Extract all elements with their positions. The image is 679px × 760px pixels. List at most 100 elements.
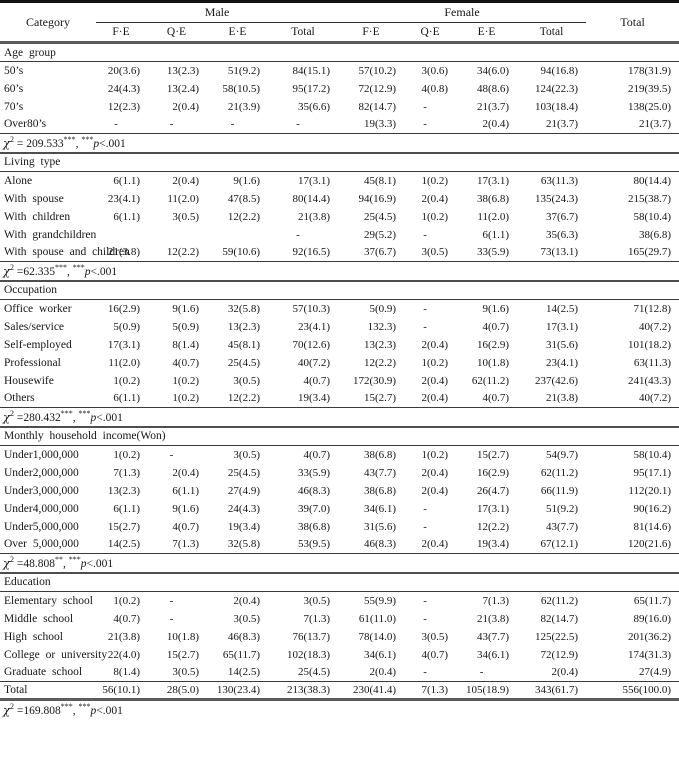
data-cell: 11(2.0) <box>108 356 140 369</box>
data-cell: 84(15.1) <box>292 64 331 77</box>
data-cell: 2(0.4) <box>482 118 510 131</box>
row-label: High school <box>4 630 63 643</box>
data-cell: 23(4.1) <box>545 356 579 369</box>
data-cell: 10(1.8) <box>476 356 510 369</box>
data-cell: 12(2.3) <box>107 100 140 113</box>
row-label: Self-employed <box>4 338 72 351</box>
data-cell: 13(2.3) <box>107 484 140 497</box>
data-cell: 4(0.7) <box>303 448 331 461</box>
section-title: Age group <box>0 42 679 62</box>
data-cell: 178(31.9) <box>627 64 672 77</box>
data-cell: 37(6.7) <box>545 210 579 223</box>
data-cell: 7(1.3) <box>172 538 199 551</box>
data-cell: 4(0.7) <box>172 356 199 369</box>
demographics-table: Category Male Female Total F·E Q·E E·E T… <box>0 0 679 719</box>
data-cell: - <box>169 448 174 461</box>
data-cell: 71(12.8) <box>633 302 672 315</box>
data-cell: 2(0.4) <box>172 466 199 479</box>
data-cell: 66(11.9) <box>540 484 579 497</box>
data-cell: 62(11.2) <box>471 374 510 387</box>
table-row: Under4,000,000 6(1.1) 9(1.6) 24(4.3) 39(7.0)… <box>0 500 679 518</box>
data-cell: 1(0.2) <box>421 448 449 461</box>
data-cell: 21(3.8) <box>545 392 579 405</box>
data-cell: 135(24.3) <box>534 192 579 205</box>
data-cell: 4(0.7) <box>113 612 140 625</box>
table-row: Under5,000,000 15(2.7) 4(0.7) 19(3.4) 38(6.8… <box>0 518 679 536</box>
data-cell: 58(10.4) <box>633 210 672 223</box>
data-cell: 80(14.4) <box>633 174 672 187</box>
section-header-row: Age group <box>0 42 679 62</box>
data-cell: 13(2.3) <box>227 320 260 333</box>
data-cell: 90(16.2) <box>633 502 672 515</box>
data-cell: 2(0.4) <box>421 338 449 351</box>
data-cell: 3(0.6) <box>421 64 449 77</box>
data-cell: 21(3.7) <box>545 118 579 131</box>
data-cell: 4(0.7) <box>303 374 331 387</box>
data-cell: 105(18.9) <box>456 681 518 700</box>
data-cell: 56(10.1) <box>96 681 146 700</box>
data-cell: 11(2.0) <box>167 192 199 205</box>
row-label: Housewife <box>4 374 54 387</box>
data-cell: 213(38.3) <box>268 681 339 700</box>
chi-square-note: χ2 =48.808**, ***p<.001 <box>0 553 679 574</box>
p-significance-stars: *** <box>78 701 91 711</box>
data-cell: 48(8.6) <box>476 82 510 95</box>
data-cell: 19(3.3) <box>363 118 397 131</box>
data-cell: 21(3.7) <box>476 100 510 113</box>
data-cell: 1(0.2) <box>172 374 199 387</box>
row-label: Under4,000,000 <box>4 502 79 515</box>
data-cell: 35(6.3) <box>545 228 579 241</box>
chi-square-row: χ2 =62.335***, ***p<.001 <box>0 261 679 282</box>
chi-value: =48.808 <box>13 557 55 570</box>
data-cell: 43(7.7) <box>363 466 397 479</box>
table-row: Professional 11(2.0) 4(0.7) 25(4.5) 40(7.2) 1… <box>0 354 679 372</box>
data-cell: 70(12.6) <box>292 338 331 351</box>
chi-comma: , <box>75 137 82 150</box>
col-group-male: Male <box>96 1 339 23</box>
data-cell: 25(4.5) <box>227 466 260 479</box>
data-cell: - <box>169 612 174 625</box>
data-cell: 38(6.8) <box>476 192 510 205</box>
data-cell: 9(1.6) <box>172 502 199 515</box>
chi-symbol: χ <box>3 263 10 278</box>
data-cell: 47(8.5) <box>227 192 260 205</box>
chi-value: = 209.533 <box>13 137 64 150</box>
data-cell: 80(14.4) <box>292 192 331 205</box>
data-cell: 40(7.2) <box>638 392 672 405</box>
row-label: Graduate school <box>4 666 83 679</box>
row-label: Professional <box>4 356 61 369</box>
data-cell: 7(1.3) <box>113 466 140 479</box>
table-row: Total 56(10.1) 28(5.0) 130(23.4) 213(38.3) 23… <box>0 681 679 700</box>
data-cell: 23(4.1) <box>297 320 331 333</box>
data-cell: 103(18.4) <box>534 100 579 113</box>
data-cell: - <box>230 118 235 131</box>
chi-square-note: χ2 =62.335***, ***p<.001 <box>0 261 679 282</box>
section-header-row: Living type <box>0 152 679 172</box>
data-cell: 21(3.7) <box>638 118 672 131</box>
data-cell: 21(3.9) <box>227 100 260 113</box>
data-cell: 92(16.5) <box>292 246 331 259</box>
header-group-row: Category Male Female Total <box>0 1 679 29</box>
data-cell: 37(6.7) <box>363 246 397 259</box>
data-cell: 59(10.6) <box>222 246 260 259</box>
section-header-row: Occupation <box>0 280 679 300</box>
data-cell: 1(0.2) <box>421 174 449 187</box>
p-threshold: <.001 <box>99 137 126 150</box>
row-label: With spouse and children <box>4 246 130 259</box>
data-cell: 1(0.2) <box>113 374 140 387</box>
data-cell: - <box>423 612 427 625</box>
data-cell: 2(0.4) <box>421 374 449 387</box>
data-cell: 13(2.3) <box>363 338 397 351</box>
chi-significance-stars: *** <box>60 701 73 711</box>
data-cell: - <box>479 666 484 679</box>
p-significance-stars: *** <box>68 554 81 564</box>
data-cell: 39(7.0) <box>297 502 331 515</box>
data-cell: 57(10.3) <box>292 302 331 315</box>
data-cell: 3(0.5) <box>303 594 331 607</box>
p-threshold: <.001 <box>86 557 114 570</box>
chi-value: =169.808 <box>13 704 61 717</box>
data-cell: 53(9.5) <box>297 538 331 551</box>
table-row: Housewife 1(0.2) 1(0.2) 3(0.5) 4(0.7) 172(30.… <box>0 372 679 390</box>
table-header: Category Male Female Total F·E Q·E E·E T… <box>0 1 679 43</box>
row-label: Over 5,000,000 <box>4 538 79 551</box>
